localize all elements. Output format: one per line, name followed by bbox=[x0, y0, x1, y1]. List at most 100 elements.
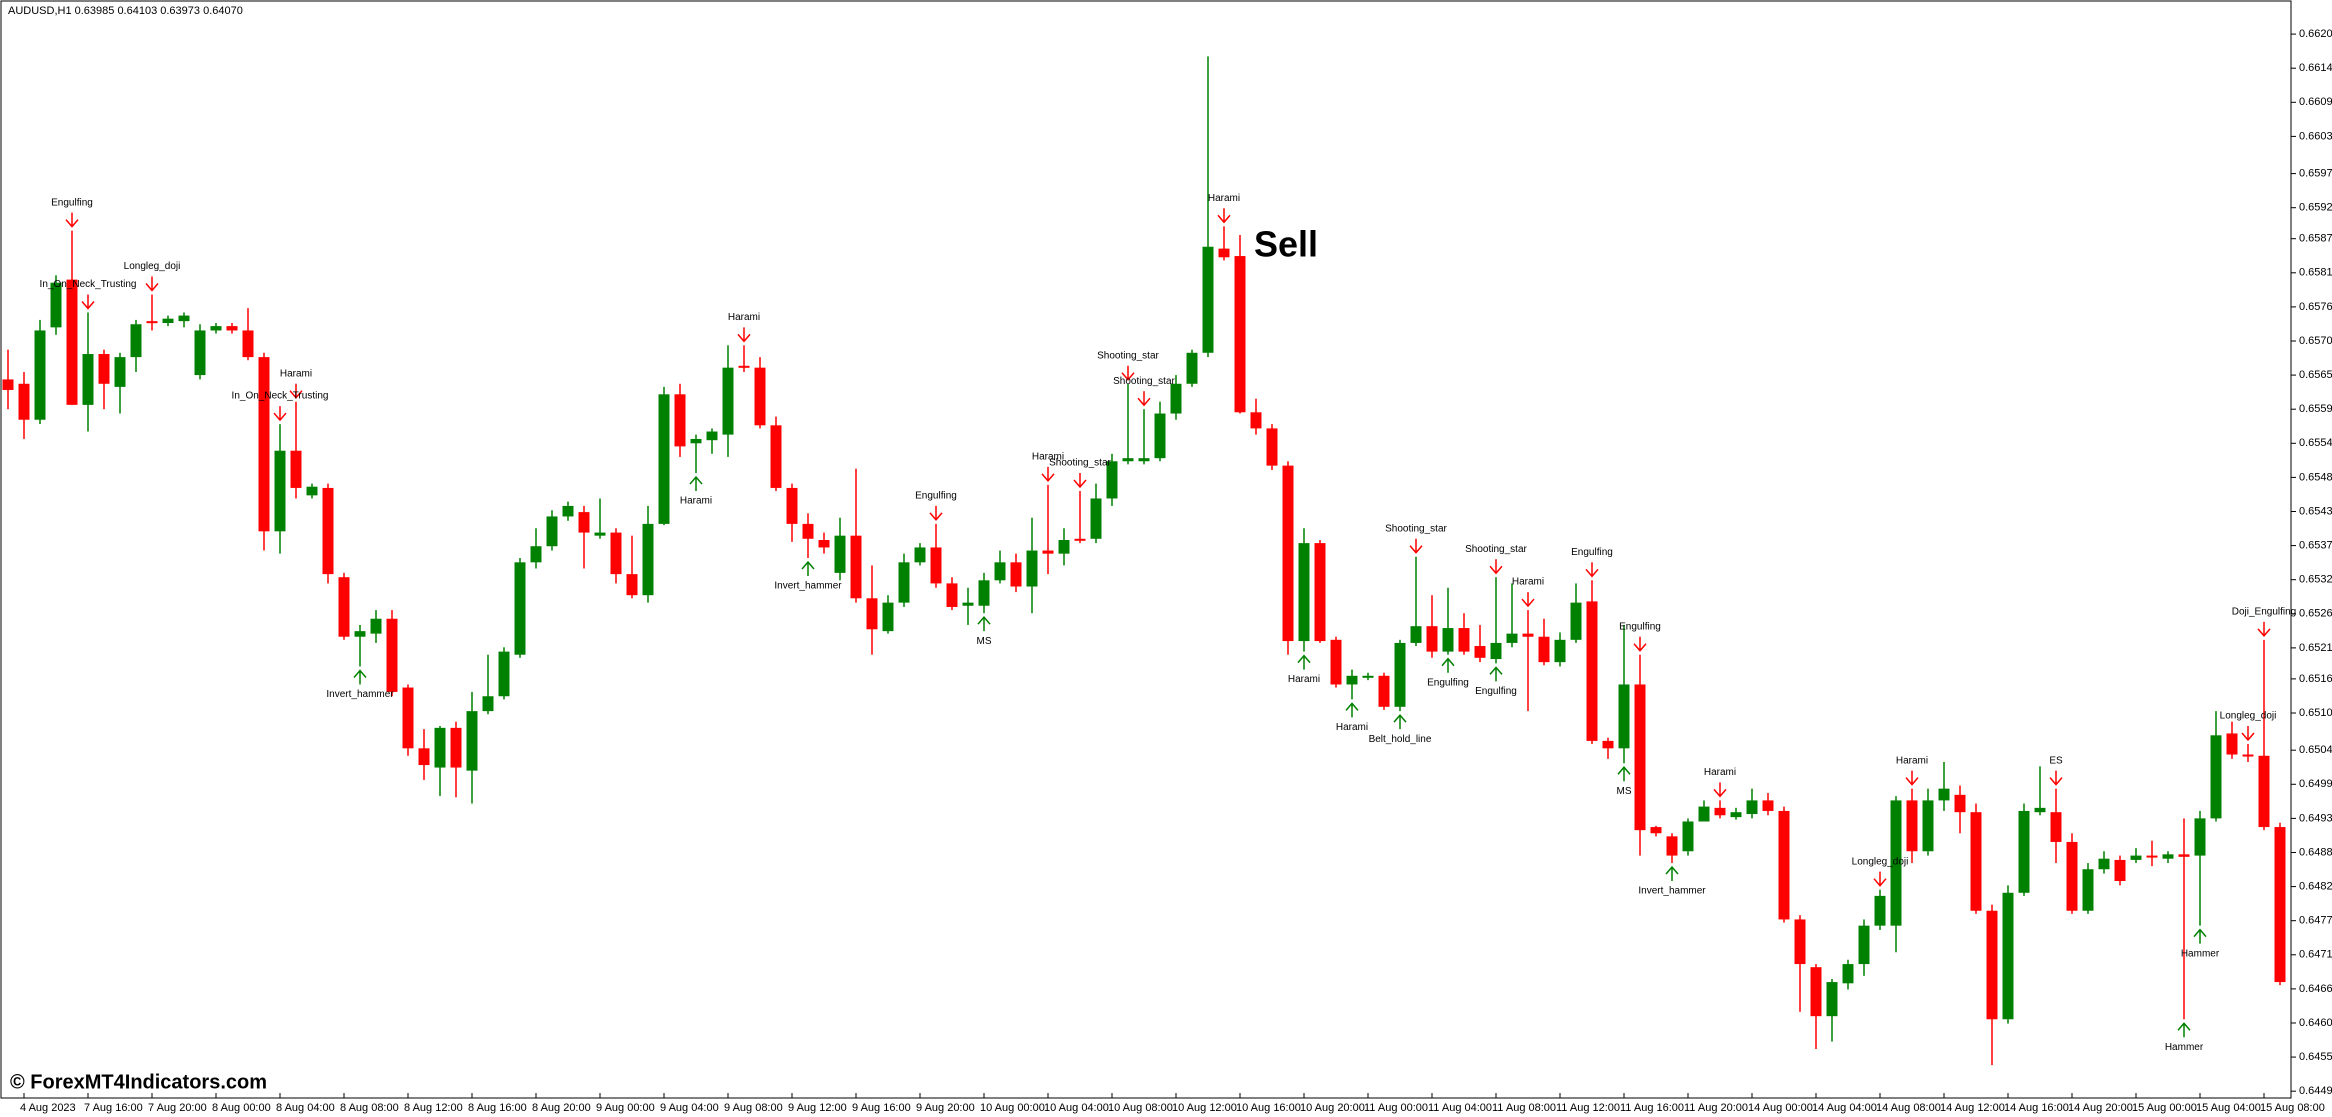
candle-body bbox=[898, 562, 910, 603]
pattern-label: Harami bbox=[1288, 674, 1320, 685]
x-tick-label: 11 Aug 00:00 bbox=[1364, 1102, 1428, 1114]
candle-body bbox=[1922, 800, 1934, 852]
candle-body bbox=[1810, 967, 1822, 1017]
candle-body bbox=[1650, 827, 1662, 834]
signal-arrow bbox=[1665, 865, 1679, 882]
candle-body bbox=[1746, 800, 1758, 815]
candle-body bbox=[770, 425, 782, 488]
candle-body bbox=[1394, 642, 1406, 707]
signal-arrow bbox=[1137, 391, 1151, 407]
candle-body bbox=[2274, 827, 2286, 983]
candle-body bbox=[1010, 562, 1022, 587]
candle-body bbox=[290, 450, 302, 488]
candle-body bbox=[850, 535, 862, 599]
x-tick-label: 7 Aug 16:00 bbox=[84, 1102, 143, 1114]
pattern-label: MS bbox=[977, 636, 992, 647]
pattern-label: Harami bbox=[1704, 767, 1736, 778]
candle-body bbox=[1490, 642, 1502, 660]
candle-body bbox=[1042, 550, 1054, 554]
signal-arrow bbox=[1713, 782, 1727, 798]
candle-body bbox=[1234, 256, 1246, 413]
candle-body bbox=[1954, 794, 1966, 813]
candle-body bbox=[578, 512, 590, 533]
pattern-label: Longleg_doji bbox=[124, 261, 181, 272]
candle-body bbox=[1330, 639, 1342, 685]
pattern-label: Doji_Engulfing bbox=[2232, 606, 2297, 617]
x-tick-label: 11 Aug 04:00 bbox=[1428, 1102, 1492, 1114]
candle-body bbox=[34, 330, 46, 420]
candle-body bbox=[1106, 461, 1118, 499]
pattern-label: Invert_hammer bbox=[1638, 886, 1706, 897]
candle-body bbox=[1682, 821, 1694, 852]
signal-arrow bbox=[2049, 770, 2063, 786]
candle-body bbox=[2002, 892, 2014, 1020]
pattern-label: Shooting_star bbox=[1385, 523, 1447, 534]
candle-body bbox=[1906, 800, 1918, 852]
signal-arrow bbox=[801, 560, 815, 576]
signal-arrow bbox=[1489, 666, 1503, 682]
candle-body bbox=[386, 618, 398, 692]
candle-body bbox=[1378, 675, 1390, 707]
signal-arrow bbox=[1121, 365, 1135, 381]
candle-body bbox=[130, 324, 142, 358]
candle-body bbox=[626, 574, 638, 596]
signal-arrow bbox=[1489, 559, 1503, 575]
candle-body bbox=[1570, 602, 1582, 640]
candle-body bbox=[1874, 895, 1886, 926]
candle-body bbox=[1442, 628, 1454, 652]
pattern-label: Longleg_doji bbox=[1852, 856, 1909, 867]
candle-body bbox=[1170, 383, 1182, 414]
x-tick-label: 14 Aug 04:00 bbox=[1812, 1102, 1877, 1114]
candle-body bbox=[1538, 636, 1550, 663]
y-tick-label: 0.66035 bbox=[2299, 130, 2332, 142]
candle-body bbox=[50, 282, 62, 328]
x-tick-label: 9 Aug 12:00 bbox=[788, 1102, 847, 1114]
signal-arrow bbox=[1041, 466, 1055, 482]
x-tick-label: 10 Aug 04:00 bbox=[1044, 1102, 1109, 1114]
candle-body bbox=[1762, 800, 1774, 811]
x-tick-label: 8 Aug 08:00 bbox=[340, 1102, 399, 1114]
candle-body bbox=[1218, 248, 1230, 258]
candle-body bbox=[658, 394, 670, 524]
candle-body bbox=[962, 602, 974, 606]
candle-body bbox=[1138, 458, 1150, 462]
x-tick-label: 10 Aug 08:00 bbox=[1108, 1102, 1173, 1114]
signal-arrow bbox=[929, 505, 943, 522]
x-tick-label: 9 Aug 04:00 bbox=[660, 1102, 719, 1114]
signal-arrow bbox=[1441, 657, 1455, 673]
pattern-label: Harami bbox=[680, 496, 712, 507]
candle-body bbox=[210, 326, 222, 331]
candle-body bbox=[994, 562, 1006, 581]
x-tick-label: 14 Aug 12:00 bbox=[1940, 1102, 2005, 1114]
x-tick-label: 8 Aug 20:00 bbox=[532, 1102, 591, 1114]
pattern-label: Invert_hammer bbox=[326, 689, 394, 700]
candle-body bbox=[1346, 675, 1358, 685]
x-tick-label: 11 Aug 12:00 bbox=[1556, 1102, 1620, 1114]
signal-arrow bbox=[273, 406, 287, 422]
signal-arrow bbox=[1073, 473, 1087, 489]
pattern-label: Harami bbox=[280, 368, 312, 379]
signal-arrow bbox=[145, 276, 159, 292]
candle-body bbox=[1298, 543, 1310, 642]
pattern-label: MS bbox=[1617, 786, 1632, 797]
candle-body bbox=[882, 602, 894, 632]
candle-body bbox=[1938, 788, 1950, 801]
candle-body bbox=[802, 523, 814, 539]
candle-body bbox=[2242, 754, 2254, 757]
signal-arrow bbox=[1873, 871, 1887, 887]
candle-body bbox=[162, 318, 174, 324]
signal-arrow bbox=[65, 212, 79, 228]
y-tick-label: 0.64935 bbox=[2299, 812, 2332, 824]
signal-arrow bbox=[1297, 654, 1311, 670]
pattern-label: Harami bbox=[1336, 722, 1368, 733]
candle-body bbox=[2098, 858, 2110, 870]
candle-body bbox=[2, 379, 14, 390]
candle-body bbox=[2226, 733, 2238, 755]
y-tick-label: 0.65705 bbox=[2299, 335, 2332, 347]
